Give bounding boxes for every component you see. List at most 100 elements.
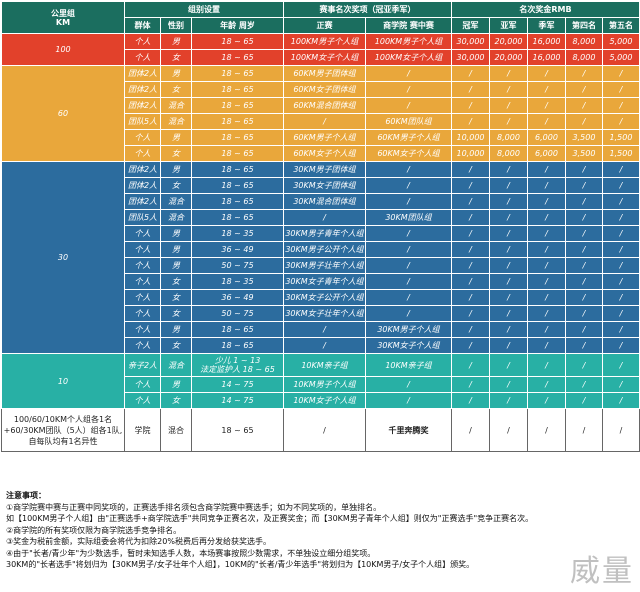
school-award-cell: / [365, 65, 452, 82]
gender-cell: 男 [160, 65, 192, 82]
main-award-cell: 60KM男子个人组 [283, 129, 366, 146]
main-award-cell: 30KM男子团体组 [283, 161, 366, 178]
prize-2-cell: / [489, 273, 528, 290]
gender-cell: 男 [160, 241, 192, 258]
group-type-cell: 个人 [124, 129, 161, 146]
km-cell: 10 [1, 353, 125, 409]
group-type-cell: 个人 [124, 289, 161, 306]
school-award-cell: 100KM男子个人组 [365, 33, 452, 50]
col-header-age: 年龄 周岁 [191, 17, 284, 34]
age-cell: 18 ~ 65 [191, 193, 284, 210]
group-type-cell: 个人 [124, 257, 161, 274]
school-award-cell: 30KM团队组 [365, 209, 452, 226]
group-type-cell: 团体2人 [124, 177, 161, 194]
age-cell: 18 ~ 65 [191, 145, 284, 162]
age-cell: 18 ~ 35 [191, 225, 284, 242]
col-header-gender: 性别 [160, 17, 192, 34]
prize-3-cell: / [527, 392, 566, 409]
prize-5-cell: 1,500 [601, 145, 640, 162]
prize-4-cell: / [565, 321, 603, 338]
school-award-cell: 100KM女子个人组 [365, 49, 452, 66]
extra-prize-3-cell: / [527, 408, 566, 452]
km-cell: 60 [1, 65, 125, 162]
main-award-cell: 60KM女子个人组 [283, 145, 366, 162]
main-award-cell: 10KM亲子组 [283, 353, 366, 377]
prize-3-cell: / [527, 65, 566, 82]
age-cell: 18 ~ 65 [191, 33, 284, 50]
group-type-cell: 团队5人 [124, 113, 161, 130]
age-cell: 18 ~ 65 [191, 81, 284, 98]
gender-cell: 混合 [160, 97, 192, 114]
prize-2-cell: / [489, 81, 528, 98]
table-row: 个人女 36 ~ 49 30KM女子公开个人组 / / / / / / [2, 289, 640, 306]
main-award-cell: 100KM女子个人组 [283, 49, 366, 66]
prize-2-cell: / [489, 193, 528, 210]
col-header-group-type: 群体 [124, 17, 161, 34]
note-line: 如【100KM男子个人组】由"正赛选手+商学院选手"共同竞争正赛名次，及正赛奖金… [6, 514, 534, 523]
age-cell: 18 ~ 65 [191, 113, 284, 130]
main-award-cell: 30KM女子壮年个人组 [283, 305, 366, 322]
age-cell: 少儿 1 ~ 13 法定监护人 18 ~ 65 [191, 353, 284, 377]
prize-3-cell: / [527, 161, 566, 178]
age-cell: 50 ~ 75 [191, 305, 284, 322]
gender-cell: 混合 [160, 353, 192, 377]
age-cell: 18 ~ 65 [191, 161, 284, 178]
gender-cell: 混合 [160, 113, 192, 130]
prize-1-cell: / [451, 289, 490, 306]
prize-2-cell: 8,000 [489, 145, 528, 162]
prize-1-cell: / [451, 193, 490, 210]
prize-1-cell: / [451, 113, 490, 130]
prize-3-cell: / [527, 177, 566, 194]
prize-2-cell: 20,000 [489, 49, 528, 66]
prize-5-cell: / [601, 305, 640, 322]
school-award-cell: 60KM女子个人组 [365, 145, 452, 162]
prize-1-cell: 30,000 [451, 33, 490, 50]
group-type-cell: 个人 [124, 225, 161, 242]
prize-2-cell: / [489, 177, 528, 194]
notes-section: 注意事项： ①商学院赛中赛与正赛中同奖项的，正赛选手排名须包含商学院赛中赛选手；如… [6, 490, 626, 571]
award-items-header: 赛事名次奖项（冠亚季军） [283, 1, 452, 18]
gender-cell: 女 [160, 289, 192, 306]
prize-3-cell: / [527, 353, 566, 377]
group-type-cell: 个人 [124, 305, 161, 322]
prize-1-cell: / [451, 241, 490, 258]
prize-4-cell: / [565, 353, 603, 377]
group-type-cell: 团体2人 [124, 65, 161, 82]
extra-prize-5-cell: / [601, 408, 640, 452]
note-line: ①商学院赛中赛与正赛中同奖项的，正赛选手排名须包含商学院赛中赛选手；如为不同奖项… [6, 502, 382, 512]
prize-5-cell: / [601, 193, 640, 210]
age-cell: 14 ~ 75 [191, 392, 284, 409]
prize-2-cell: / [489, 113, 528, 130]
prize-1-cell: / [451, 353, 490, 377]
age-cell: 36 ~ 49 [191, 241, 284, 258]
prize-2-cell: / [489, 161, 528, 178]
prize-3-cell: 6,000 [527, 145, 566, 162]
prize-1-cell: / [451, 305, 490, 322]
km-cell: 100 [1, 33, 125, 66]
extra-gender-cell: 混合 [160, 408, 192, 452]
main-award-cell: 30KM男子公开个人组 [283, 241, 366, 258]
prize-5-cell: / [601, 376, 640, 393]
school-award-cell: 60KM团队组 [365, 113, 452, 130]
table-row: 团队5人 混合 18 ~ 65/60KM团队组 / / / / / [2, 113, 640, 130]
prize-2-cell: / [489, 376, 528, 393]
group-type-cell: 团体2人 [124, 193, 161, 210]
school-award-cell: / [365, 257, 452, 274]
prize-1-cell: / [451, 376, 490, 393]
age-cell: 18 ~ 65 [191, 177, 284, 194]
prize-4-cell: / [565, 177, 603, 194]
prize-5-cell: 5,000 [601, 33, 640, 50]
school-award-cell: / [365, 305, 452, 322]
prize-3-cell: / [527, 113, 566, 130]
gender-cell: 女 [160, 392, 192, 409]
table-row: 个人男 18 ~ 35 30KM男子青年个人组 / / / / / / [2, 225, 640, 242]
gender-cell: 男 [160, 33, 192, 50]
group-type-cell: 团体2人 [124, 81, 161, 98]
prize-3-cell: / [527, 97, 566, 114]
school-award-cell: / [365, 177, 452, 194]
main-award-cell: / [283, 337, 366, 354]
prize-4-cell: 3,500 [565, 129, 603, 146]
main-award-cell: 60KM男子团体组 [283, 65, 366, 82]
school-award-cell: / [365, 161, 452, 178]
prize-4-cell: / [565, 113, 603, 130]
